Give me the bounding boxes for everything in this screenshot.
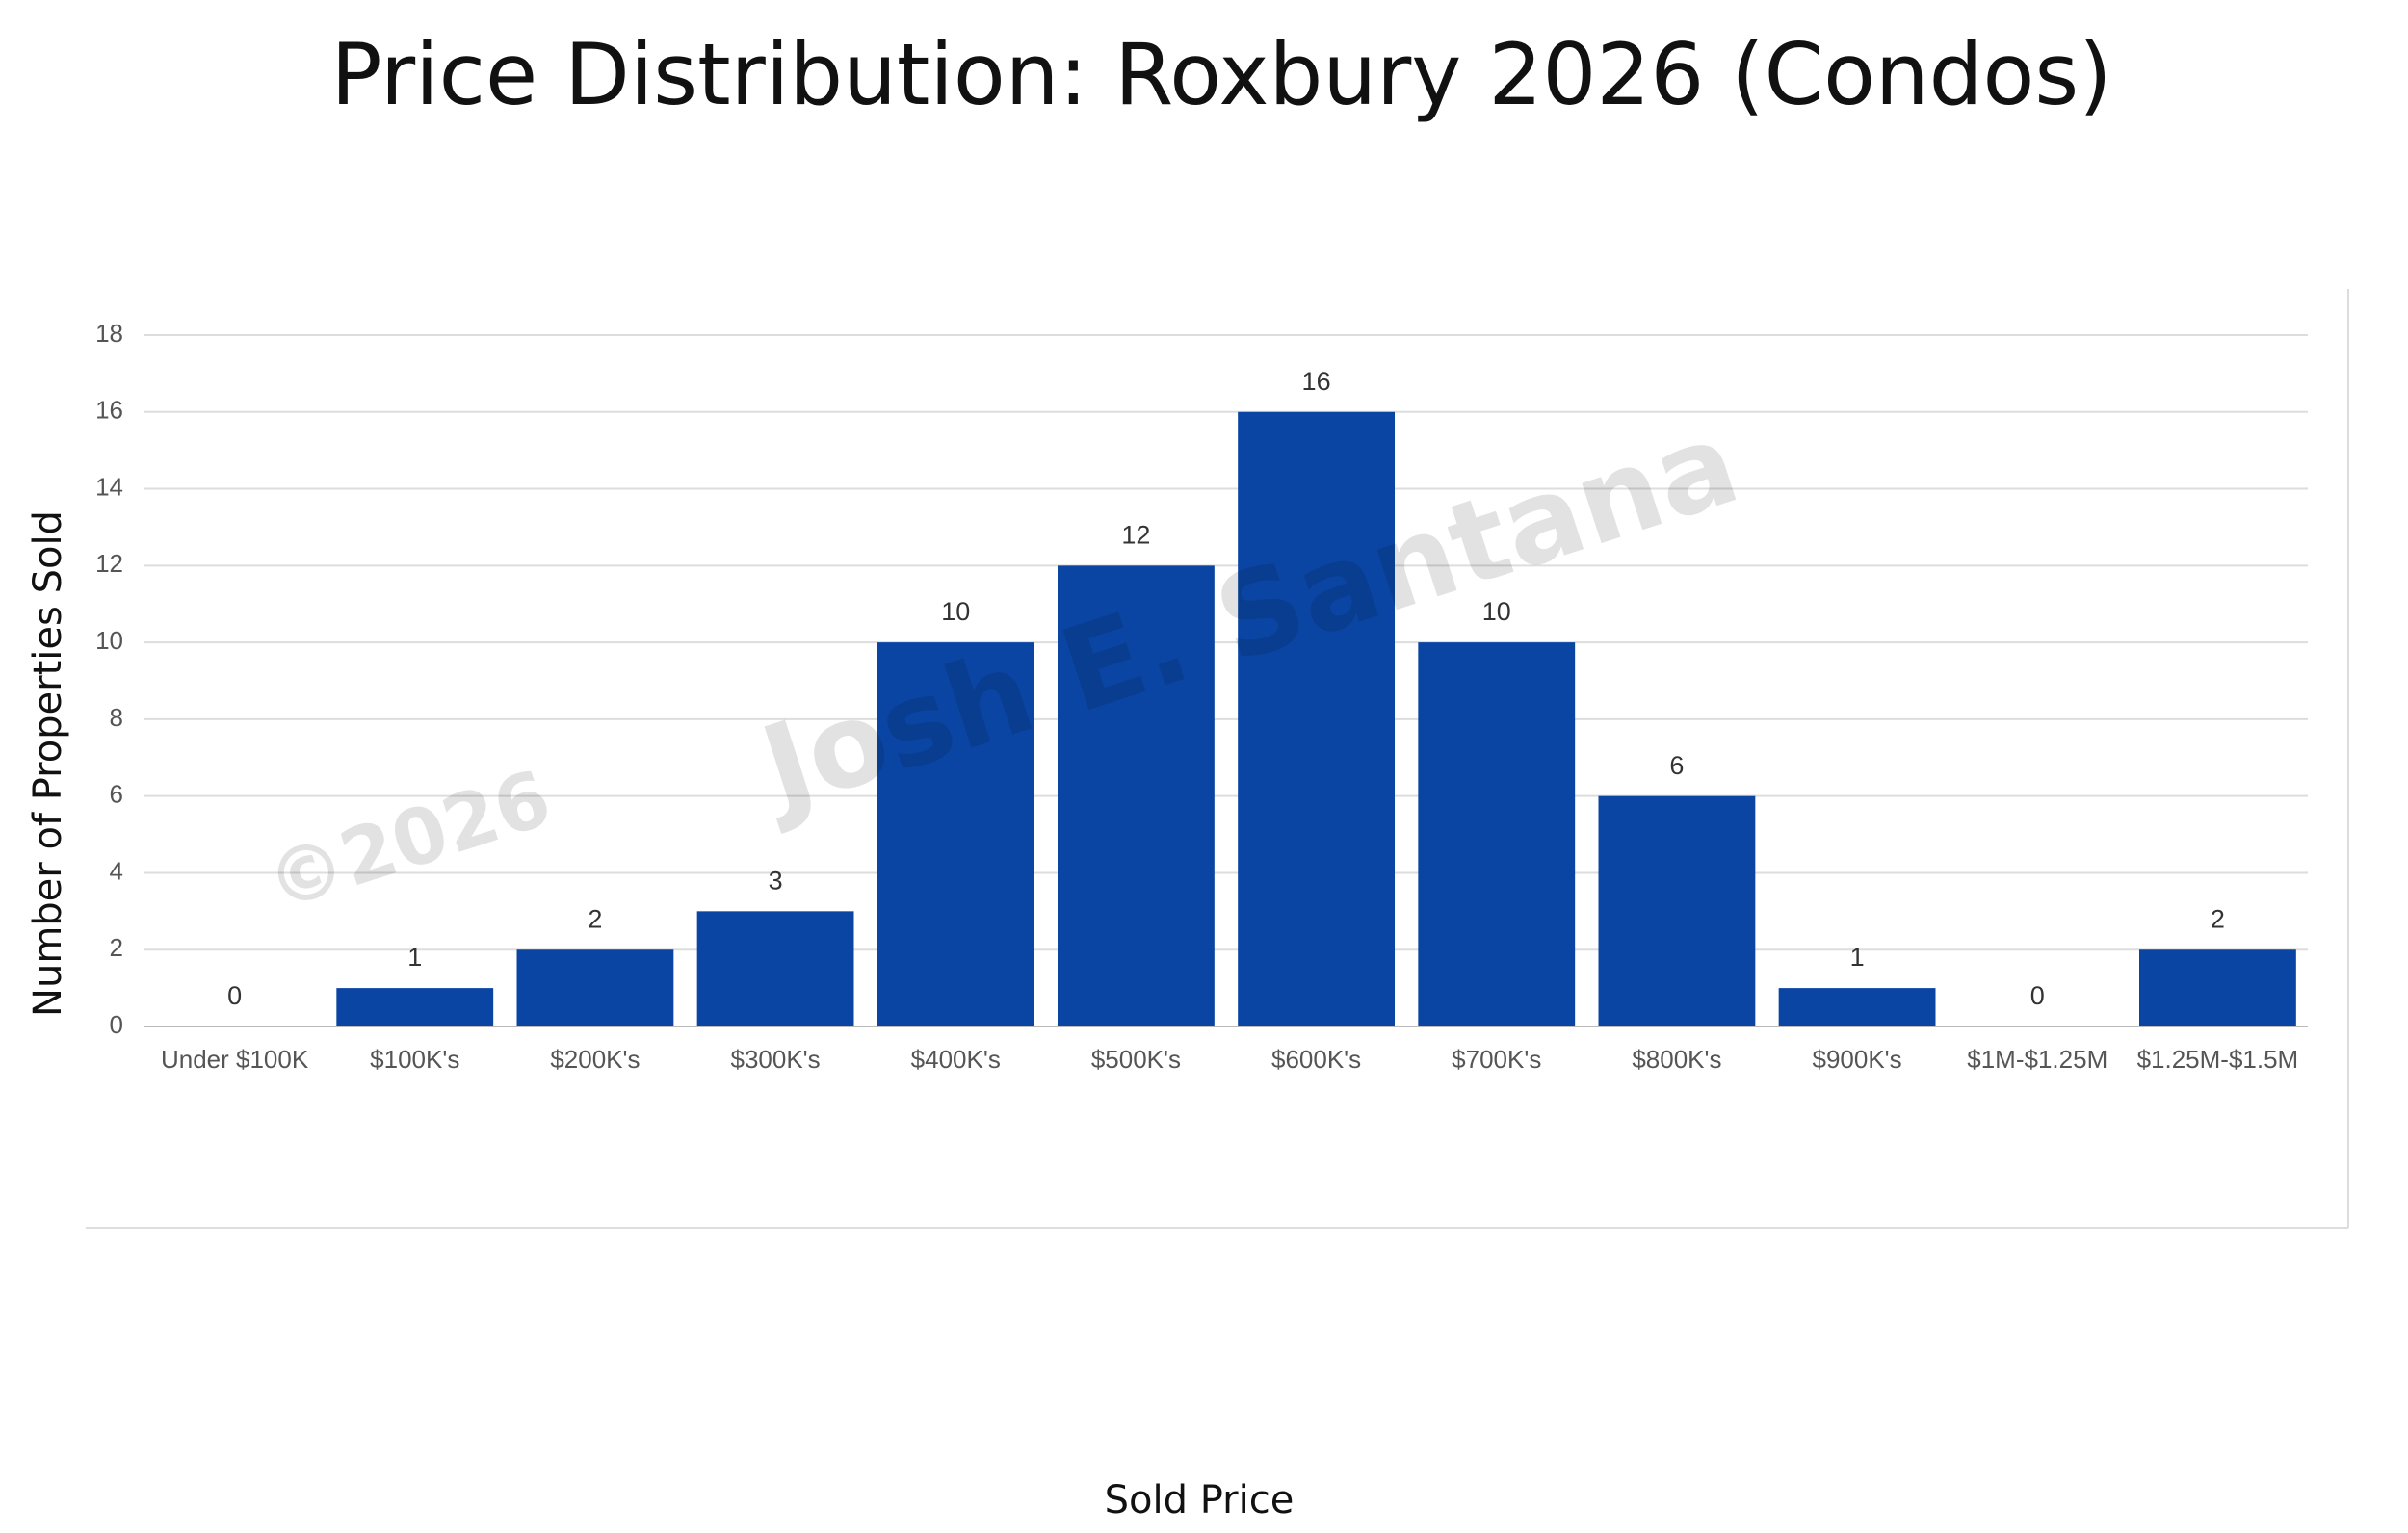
y-tick-label: 10 bbox=[95, 626, 123, 655]
value-label: 0 bbox=[227, 981, 242, 1010]
bar bbox=[516, 949, 674, 1026]
y-tick-label: 16 bbox=[95, 396, 123, 425]
y-tick-label: 18 bbox=[95, 319, 123, 348]
value-label: 10 bbox=[941, 597, 970, 626]
x-tick-label: $800K's bbox=[1632, 1045, 1721, 1074]
y-tick-label: 14 bbox=[95, 472, 123, 501]
watermark-year: ©2026 bbox=[256, 753, 562, 928]
value-label: 6 bbox=[1669, 751, 1684, 780]
value-label: 1 bbox=[407, 943, 422, 972]
bar bbox=[1418, 642, 1576, 1026]
chart-title: Price Distribution: Roxbury 2026 (Condos… bbox=[330, 25, 2111, 124]
y-tick-label: 4 bbox=[110, 856, 123, 885]
y-tick-label: 0 bbox=[110, 1010, 123, 1039]
value-label: 16 bbox=[1302, 367, 1331, 396]
bar bbox=[696, 911, 854, 1026]
x-axis-title: Sold Price bbox=[1105, 1478, 1295, 1522]
value-label: 10 bbox=[1482, 597, 1511, 626]
x-tick-label: $700K's bbox=[1452, 1045, 1541, 1074]
value-label: 12 bbox=[1121, 520, 1150, 549]
value-label: 3 bbox=[769, 866, 783, 895]
y-tick-label: 8 bbox=[110, 703, 123, 732]
x-tick-label: $600K's bbox=[1271, 1045, 1361, 1074]
y-tick-label: 2 bbox=[110, 933, 123, 962]
y-tick-label: 6 bbox=[110, 780, 123, 809]
x-tick-label: $200K's bbox=[550, 1045, 640, 1074]
bar bbox=[1057, 565, 1215, 1026]
bar bbox=[2138, 949, 2296, 1026]
y-axis-title: Number of Properties Sold bbox=[26, 510, 70, 1017]
x-tick-label: $100K's bbox=[370, 1045, 459, 1074]
x-tick-label: Under $100K bbox=[161, 1045, 309, 1074]
y-tick-label: 12 bbox=[95, 549, 123, 578]
bar bbox=[336, 988, 494, 1026]
x-tick-label: $1.25M-$1.5M bbox=[2137, 1045, 2299, 1074]
x-tick-label: $400K's bbox=[911, 1045, 1001, 1074]
x-tick-label: $500K's bbox=[1091, 1045, 1181, 1074]
value-label: 0 bbox=[2030, 981, 2045, 1010]
value-label: 2 bbox=[2211, 904, 2225, 933]
bar bbox=[1778, 988, 1936, 1026]
bar bbox=[1598, 795, 1756, 1026]
x-tick-label: $1M-$1.25M bbox=[1967, 1045, 2107, 1074]
x-tick-label: $300K's bbox=[731, 1045, 821, 1074]
bar bbox=[877, 642, 1034, 1026]
value-label: 1 bbox=[1850, 943, 1865, 972]
bar bbox=[1238, 411, 1396, 1026]
x-tick-label: $900K's bbox=[1813, 1045, 1902, 1074]
value-label: 2 bbox=[588, 904, 602, 933]
